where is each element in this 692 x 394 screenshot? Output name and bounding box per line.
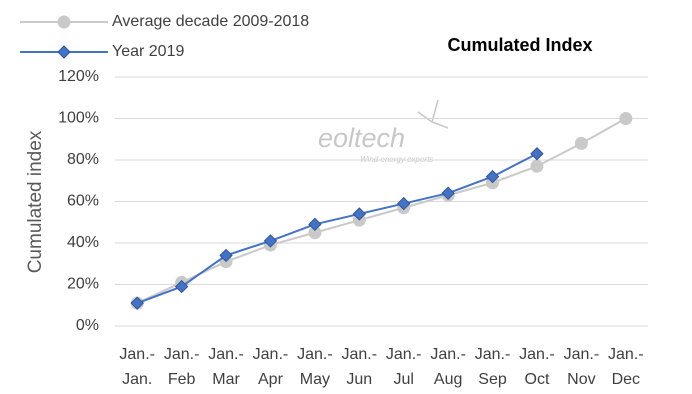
x-tick-label: Jan.-: [564, 346, 600, 363]
y-tick-label: 120%: [58, 68, 99, 85]
x-tick-label: Jan.-: [342, 346, 378, 363]
point: [530, 159, 544, 173]
legend-label: Average decade 2009-2018: [112, 13, 309, 30]
watermark-name: eoltech: [318, 123, 405, 153]
x-tick-label: Jan.-: [253, 346, 289, 363]
point: [441, 186, 455, 200]
x-tick-label: May: [300, 371, 330, 388]
x-tick-label: Jan.-: [430, 346, 466, 363]
x-tick-label: Oct: [525, 371, 550, 388]
point: [485, 169, 500, 184]
legend-marker: [57, 45, 71, 59]
x-tick-label: Jan.-: [164, 346, 200, 363]
x-tick-label: Mar: [212, 371, 240, 388]
x-tick-label: Aug: [434, 371, 462, 388]
point: [130, 296, 144, 310]
point: [619, 112, 633, 125]
point: [219, 248, 233, 263]
y-tick-label: 80%: [67, 151, 99, 168]
point: [308, 217, 322, 232]
y-tick-label: 0%: [76, 317, 99, 334]
x-tick-label: Jan.: [122, 371, 152, 388]
x-tick-label: Jan.-: [208, 346, 244, 363]
x-tick-label: Jan.-: [297, 346, 333, 363]
x-tick-label: Feb: [168, 371, 196, 388]
x-tick-label: Jul: [393, 371, 413, 388]
y-tick-label: 20%: [67, 276, 99, 293]
y-tick-label: 60%: [67, 193, 99, 210]
point: [174, 279, 189, 294]
x-tick-label: Jan.-: [475, 346, 511, 363]
y-tick-label: 40%: [67, 234, 99, 251]
point: [397, 196, 411, 211]
y-axis-label: Cumulated index: [25, 130, 46, 273]
x-tick-label: Nov: [567, 371, 595, 388]
x-tick-label: Jan.-: [608, 346, 644, 363]
x-tick-label: Jan.-: [119, 346, 155, 363]
point: [574, 136, 588, 150]
x-tick-label: Sep: [478, 371, 507, 388]
legend-marker: [57, 15, 71, 29]
point: [263, 234, 278, 248]
series-line: [136, 152, 538, 305]
x-tick-label: Jun: [346, 371, 372, 388]
x-tick-label: Jan.-: [386, 346, 422, 363]
x-tick-label: Jan.-: [519, 346, 555, 363]
series-line: [136, 117, 627, 305]
x-tick-label: Dec: [612, 371, 640, 388]
chart-title: Cumulated Index: [447, 35, 592, 55]
y-tick-label: 100%: [58, 110, 99, 127]
legend-label: Year 2019: [112, 43, 184, 60]
point: [352, 207, 366, 221]
x-tick-label: Apr: [258, 371, 284, 388]
point: [530, 147, 544, 161]
